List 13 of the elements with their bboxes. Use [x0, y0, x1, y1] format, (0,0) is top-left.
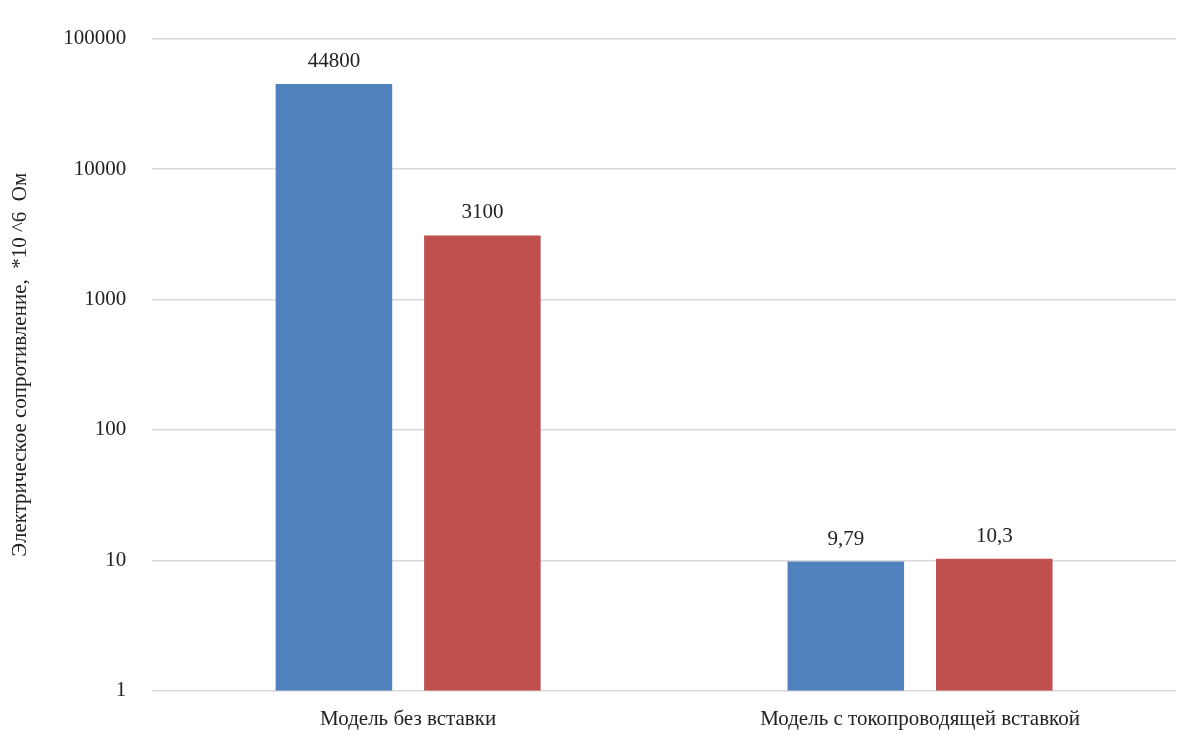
x-tick-label: Модель с токопроводящей вставкой [760, 705, 1080, 730]
y-tick-label: 100000 [63, 25, 127, 50]
y-axis-title: Электрическое сопротивление, *10 ^6 Ом [7, 172, 32, 557]
data-label: 9,79 [827, 525, 865, 550]
x-tick-label: Модель без вставки [320, 705, 497, 730]
y-tick-label: 10 [105, 546, 127, 571]
data-label: 3100 [461, 199, 504, 224]
data-label: 44800 [307, 48, 361, 73]
y-tick-label: 100 [94, 416, 127, 441]
y-tick-label: 10000 [73, 155, 127, 180]
y-tick-label: 1000 [84, 286, 127, 310]
y-tick-label: 1 [115, 677, 127, 702]
data-label: 10,3 [975, 522, 1013, 547]
